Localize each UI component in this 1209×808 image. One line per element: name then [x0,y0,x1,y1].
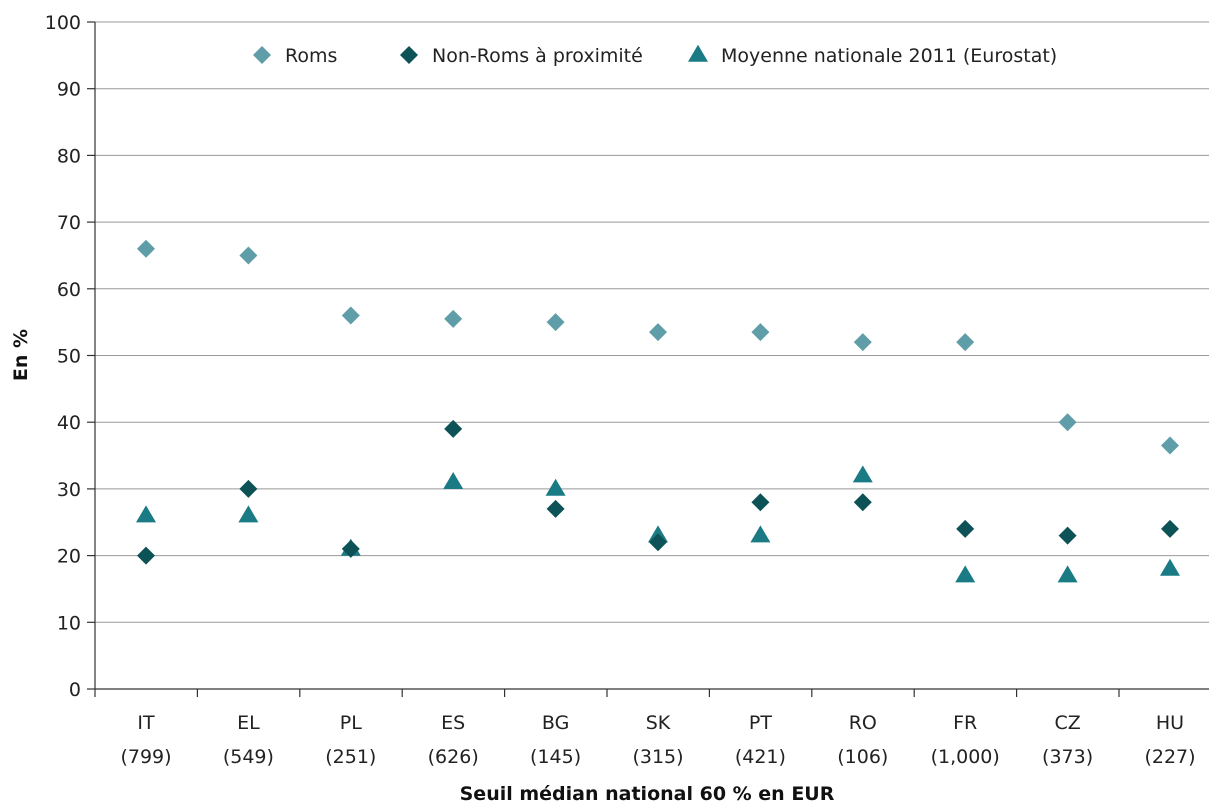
data-point [341,306,360,325]
data-point [1058,413,1077,432]
data-points [136,239,1180,583]
data-point [238,505,259,523]
y-tick-label: 50 [57,346,81,368]
legend-marker [253,46,271,64]
data-point [137,546,155,565]
data-point [136,505,156,523]
x-tick-label: SK [646,712,671,734]
data-point [853,493,872,512]
y-tick-labels: 0 10 20 30 40 50 60 70 80 90 100 [45,12,95,701]
x-tick-label: PT [749,712,772,734]
series-2 [136,465,1180,583]
data-point [444,309,463,328]
x-tick-sublabel: (799) [120,746,171,768]
y-tick-label: 30 [57,479,81,501]
data-point [955,565,976,583]
data-point [444,419,463,438]
y-axis-title: En % [10,329,32,381]
data-point [239,246,258,265]
series-0 [137,239,1179,455]
x-tick-label: IT [137,712,155,734]
x-tick-label: BG [542,712,569,734]
x-tick-sublabel: (227) [1144,746,1195,768]
data-point [649,533,667,552]
y-tick-label: 60 [57,279,81,301]
data-point [341,539,360,558]
x-axis-title: Seuil médian national 60 % en EUR [460,783,835,805]
legend-label: Roms [285,45,337,67]
x-tick-sublabel: (626) [428,746,479,768]
legend: Roms Non-Roms à proximité Moyenne national… [253,44,1057,67]
data-point [1161,519,1179,538]
y-tick-label: 80 [57,145,81,167]
data-point [956,519,975,538]
data-point [1057,565,1078,583]
x-tick-label: RO [849,712,877,734]
x-tick-label: FR [953,712,977,734]
x-tick-sublabel: (251) [325,746,376,768]
legend-marker [400,46,418,64]
x-tick-sublabel: (145) [530,746,581,768]
data-point [546,499,565,518]
data-point [545,478,566,496]
data-point [443,472,464,490]
y-tick-label: 40 [57,412,81,434]
grid-lines [95,21,1209,623]
x-tick-label: CZ [1054,712,1080,734]
data-point [1058,526,1077,545]
x-tick-label: PL [340,712,362,734]
data-point [751,323,770,342]
legend-marker [688,44,708,62]
x-tick-label: EL [237,712,260,734]
x-tick-sublabel: (106) [837,746,888,768]
legend-item: Roms [253,45,337,67]
data-point [1161,436,1179,455]
data-point [546,313,565,332]
y-tick-label: 70 [57,212,81,234]
data-point [852,465,873,483]
y-tick-label: 90 [57,79,81,101]
x-tick-sublabel: (373) [1042,746,1093,768]
y-tick-label: 10 [57,612,81,634]
legend-item: Moyenne nationale 2011 (Eurostat) [688,44,1057,67]
legend-label: Moyenne nationale 2011 (Eurostat) [721,45,1057,67]
data-point [751,493,770,512]
data-point [649,323,667,342]
data-point [853,333,872,352]
y-tick-label: 20 [57,546,81,568]
y-tick-label: 100 [45,12,81,34]
x-tick-sublabel: (549) [223,746,274,768]
x-tick-label: HU [1156,712,1184,734]
x-tick-sublabel: (315) [632,746,683,768]
data-point [750,525,771,543]
legend-item: Non-Roms à proximité [400,45,643,67]
data-point [137,239,155,258]
x-tick-sublabel: (1,000) [931,746,1000,768]
legend-label: Non-Roms à proximité [432,45,643,67]
x-tick-label: ES [441,712,465,734]
series-1 [137,419,1179,565]
data-point [1160,558,1180,576]
data-point [239,479,258,498]
y-tick-label: 0 [69,679,81,701]
x-tick-labels: IT (799) EL (549) PL (251) ES (626) BG (145) SK (31… [94,689,1196,768]
x-tick-sublabel: (421) [735,746,786,768]
data-point [956,333,975,352]
